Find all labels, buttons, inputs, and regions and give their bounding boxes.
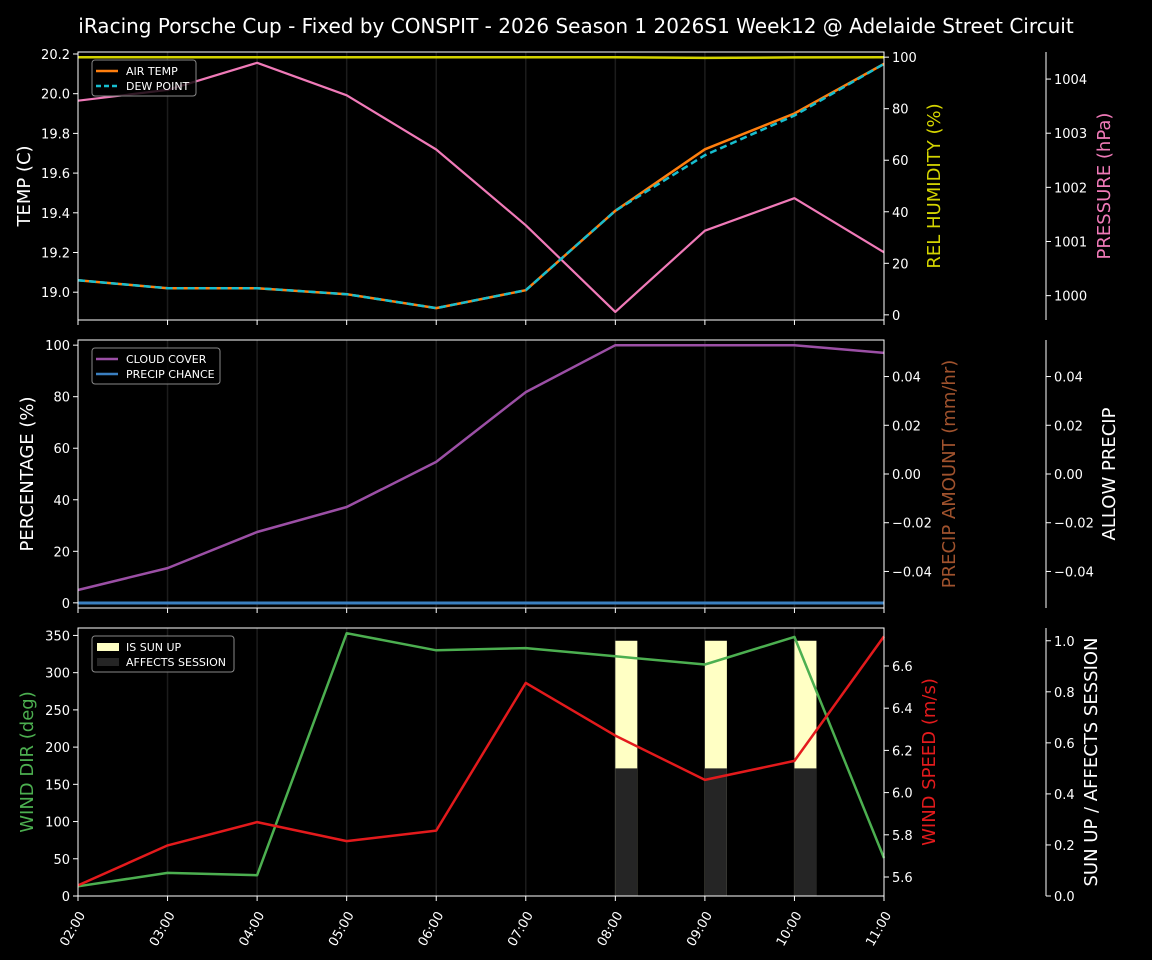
y-tick-label: 40 (53, 494, 70, 509)
plot-frame (77, 51, 885, 321)
x-tick-label: 11:00 (863, 909, 895, 949)
pressure-axis-tick-label: 1002 (1054, 181, 1087, 196)
wind-speed-axis-tick-label: 6.6 (892, 660, 913, 675)
y-tick-label: 19.6 (41, 167, 70, 182)
pressure-axis-tick-label: 1003 (1054, 127, 1087, 142)
wind-dir-axis-label: WIND DIR (deg) (17, 691, 38, 833)
y-tick-label: 60 (53, 442, 70, 457)
y-tick-label: 150 (45, 778, 70, 793)
sun-axis-tick-label: 0.8 (1054, 686, 1075, 701)
plot-frame (77, 627, 885, 897)
y-tick-label: 0 (62, 597, 70, 612)
legend-label: AIR TEMP (126, 65, 178, 78)
sun-axis-tick-label: 0.6 (1054, 737, 1075, 752)
wind-speed-line (77, 635, 886, 887)
affects-session-bar (704, 768, 727, 896)
y-tick-label: 350 (45, 629, 70, 644)
precip-amount-axis-tick-label: −0.02 (892, 517, 932, 532)
sun-axis-label: SUN UP / AFFECTS SESSION (1081, 637, 1102, 886)
affects-session-bar (615, 768, 638, 896)
x-tick-label: 03:00 (147, 909, 179, 949)
humidity-axis-tick-label: 40 (892, 206, 909, 221)
allow-precip-axis-tick-label: −0.04 (1054, 565, 1094, 580)
x-tick-label: 07:00 (505, 909, 537, 949)
sun-axis-tick-label: 0.0 (1054, 890, 1075, 905)
y-tick-label: 19.8 (41, 127, 70, 142)
y-tick-label: 19.4 (41, 207, 70, 222)
x-tick-label: 08:00 (595, 909, 627, 949)
wind-speed-axis-tick-label: 5.6 (892, 871, 913, 886)
precip-amount-axis-tick-label: 0.00 (892, 468, 921, 483)
percentage-axis-label: PERCENTAGE (%) (17, 396, 38, 551)
chart-title: iRacing Porsche Cup - Fixed by CONSPIT -… (78, 14, 1074, 38)
wind-dir-line (77, 631, 886, 888)
sun-axis-tick-label: 0.4 (1054, 788, 1075, 803)
legend-label: PRECIP CHANCE (126, 368, 215, 381)
legend-box (91, 59, 197, 97)
x-tick-label: 04:00 (237, 909, 269, 949)
y-tick-label: 300 (45, 667, 70, 682)
y-tick-label: 19.2 (41, 247, 70, 262)
legend-label: DEW POINT (126, 80, 190, 93)
legend-box (91, 635, 235, 673)
humidity-axis-tick-label: 0 (892, 309, 900, 324)
legend-label: CLOUD COVER (126, 353, 207, 366)
y-tick-label: 20.0 (41, 88, 70, 103)
allow-precip-axis-tick-label: 0.00 (1054, 468, 1083, 483)
wind-speed-axis-label: WIND SPEED (m/s) (919, 678, 940, 846)
humidity-axis-tick-label: 60 (892, 154, 909, 169)
legend-label: IS SUN UP (126, 641, 182, 654)
humidity-axis-label: REL HUMIDITY (%) (924, 103, 945, 268)
wind-speed-axis-tick-label: 6.4 (892, 702, 913, 717)
wind-speed-axis-tick-label: 6.2 (892, 744, 913, 759)
sun-axis-tick-label: 1.0 (1054, 635, 1075, 650)
precip-amount-axis-tick-label: 0.04 (892, 371, 921, 386)
pressure-axis-tick-label: 1001 (1054, 235, 1087, 250)
humidity-axis-tick-label: 20 (892, 257, 909, 272)
allow-precip-axis-tick-label: 0.02 (1054, 419, 1083, 434)
wind-speed-axis-tick-label: 6.0 (892, 787, 913, 802)
pressure-axis-tick-label: 1004 (1054, 73, 1087, 88)
y-tick-label: 20 (53, 545, 70, 560)
allow-precip-axis-tick-label: −0.02 (1054, 517, 1094, 532)
x-tick-label: 06:00 (416, 909, 448, 949)
y-tick-label: 200 (45, 741, 70, 756)
wind-speed-axis-tick-label: 5.8 (892, 829, 913, 844)
y-tick-label: 19.0 (41, 286, 70, 301)
legend-box (91, 347, 221, 385)
legend-label: AFFECTS SESSION (126, 656, 226, 669)
x-tick-label: 05:00 (326, 909, 358, 949)
x-tick-label: 02:00 (57, 909, 89, 949)
x-tick-label: 09:00 (684, 909, 716, 949)
precip-amount-axis-label: PRECIP AMOUNT (mm/hr) (939, 360, 960, 589)
dew-point-line (77, 62, 885, 310)
cloud-cover-line (77, 343, 885, 592)
y-tick-label: 100 (45, 339, 70, 354)
x-tick-label: 10:00 (774, 909, 806, 949)
y-tick-label: 50 (53, 853, 70, 868)
sun-axis-tick-label: 0.2 (1054, 839, 1075, 854)
humidity-line (78, 55, 885, 60)
legend-swatch (97, 658, 119, 666)
pressure-line (77, 61, 885, 313)
temp-axis-label: TEMP (C) (14, 145, 35, 227)
humidity-axis-tick-label: 80 (892, 103, 909, 118)
precip-amount-axis-tick-label: 0.02 (892, 419, 921, 434)
legend-swatch (97, 643, 119, 651)
humidity-axis-tick-label: 100 (892, 51, 917, 66)
pressure-axis-label: PRESSURE (hPa) (1094, 113, 1115, 260)
allow-precip-axis-tick-label: 0.04 (1054, 371, 1083, 386)
allow-precip-axis-label: ALLOW PRECIP (1099, 407, 1120, 540)
y-tick-label: 20.2 (41, 48, 70, 63)
y-tick-label: 80 (53, 391, 70, 406)
y-tick-label: 250 (45, 704, 70, 719)
affects-session-bar (794, 768, 817, 896)
precip-amount-axis-tick-label: −0.04 (892, 565, 932, 580)
y-tick-label: 100 (45, 816, 70, 831)
y-tick-label: 0 (62, 890, 70, 905)
pressure-axis-tick-label: 1000 (1054, 290, 1087, 305)
